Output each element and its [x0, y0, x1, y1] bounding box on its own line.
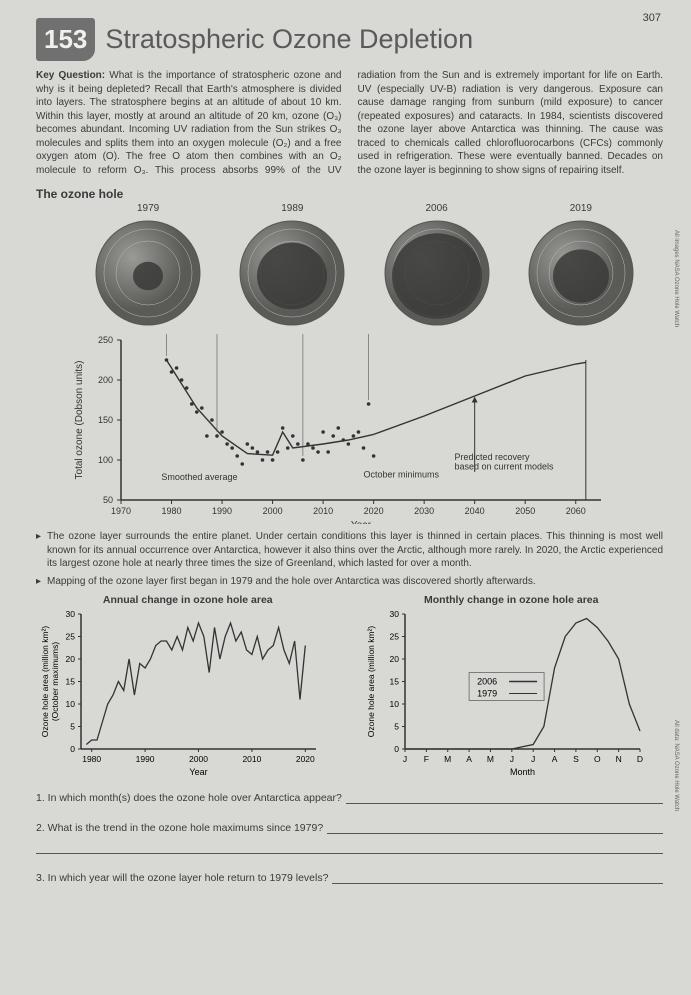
svg-text:25: 25 [389, 632, 399, 642]
answer-line[interactable] [332, 872, 663, 884]
svg-text:1990: 1990 [212, 506, 232, 516]
page-title: Stratospheric Ozone Depletion [105, 24, 473, 55]
svg-text:Month: Month [509, 767, 534, 777]
page-number: 307 [643, 12, 661, 24]
key-question-label: Key Question: [36, 70, 105, 81]
q3: 3. In which year will the ozone layer ho… [36, 872, 328, 884]
svg-text:2030: 2030 [414, 506, 434, 516]
answer-line[interactable] [36, 842, 663, 854]
svg-text:5: 5 [394, 722, 399, 732]
globe-year: 2019 [570, 203, 592, 214]
annual-chart-title: Annual change in ozone hole area [36, 594, 340, 606]
svg-text:0: 0 [394, 744, 399, 754]
svg-text:Ozone hole area (million km²): Ozone hole area (million km²) [366, 626, 376, 738]
intro-paragraph: Key Question: What is the importance of … [36, 69, 663, 177]
svg-text:2006: 2006 [477, 677, 497, 687]
svg-text:(October maximums): (October maximums) [50, 642, 60, 722]
svg-text:2000: 2000 [189, 754, 208, 764]
svg-text:D: D [636, 754, 642, 764]
svg-text:20: 20 [389, 654, 399, 664]
svg-text:Ozone hole area (million km²): Ozone hole area (million km²) [40, 626, 50, 738]
svg-text:2010: 2010 [313, 506, 333, 516]
svg-text:J: J [531, 754, 535, 764]
questions: 1. In which month(s) does the ozone hole… [36, 792, 663, 884]
data-credit: All data: NASA Ozone Hole Watch [673, 720, 679, 811]
monthly-chart-title: Monthly change in ozone hole area [360, 594, 664, 606]
globe-icon [237, 218, 347, 328]
svg-text:Predicted recovery: Predicted recovery [454, 452, 530, 462]
bullet-text: Mapping of the ozone layer first began i… [47, 575, 536, 589]
svg-text:O: O [593, 754, 600, 764]
svg-text:F: F [423, 754, 428, 764]
svg-text:30: 30 [66, 609, 76, 619]
answer-line[interactable] [327, 822, 663, 834]
svg-text:October minimums: October minimums [364, 470, 440, 480]
bullets: ▸The ozone layer surrounds the entire pl… [36, 530, 663, 588]
svg-text:25: 25 [66, 632, 76, 642]
header: 153 Stratospheric Ozone Depletion [36, 18, 663, 61]
q2: 2. What is the trend in the ozone hole m… [36, 822, 323, 834]
svg-text:1970: 1970 [111, 506, 131, 516]
svg-text:N: N [615, 754, 621, 764]
image-credit: All images NASA Ozone Hole Watch [673, 230, 679, 327]
bullet-text: The ozone layer surrounds the entire pla… [47, 530, 663, 571]
q1: 1. In which month(s) does the ozone hole… [36, 792, 342, 804]
svg-text:50: 50 [103, 495, 113, 505]
svg-text:10: 10 [66, 699, 76, 709]
svg-text:Smoothed average: Smoothed average [161, 472, 237, 482]
sub-charts: Annual change in ozone hole area 0 5 10 15 2… [36, 594, 663, 778]
svg-text:1990: 1990 [136, 754, 155, 764]
bullet-icon: ▸ [36, 575, 41, 589]
svg-text:200: 200 [98, 375, 113, 385]
svg-text:M: M [444, 754, 451, 764]
globe-year: 2006 [426, 203, 448, 214]
globes-row: 1979 1989 2006 2019 [76, 203, 653, 328]
svg-text:2040: 2040 [465, 506, 485, 516]
svg-text:150: 150 [98, 415, 113, 425]
svg-text:Total ozone (Dobson units): Total ozone (Dobson units) [74, 361, 85, 480]
svg-text:Year: Year [189, 767, 207, 777]
svg-text:0: 0 [70, 744, 75, 754]
svg-text:1980: 1980 [162, 506, 182, 516]
svg-text:J: J [402, 754, 406, 764]
svg-text:2020: 2020 [364, 506, 384, 516]
svg-text:15: 15 [389, 677, 399, 687]
annual-chart: Annual change in ozone hole area 0 5 10 15 2… [36, 594, 340, 778]
globe-year: 1989 [281, 203, 303, 214]
svg-text:based on current models: based on current models [454, 462, 554, 472]
globe-icon [93, 218, 203, 328]
svg-text:S: S [573, 754, 579, 764]
svg-text:M: M [486, 754, 493, 764]
svg-text:J: J [509, 754, 513, 764]
globe-icon [382, 218, 492, 328]
svg-text:30: 30 [389, 609, 399, 619]
svg-text:5: 5 [70, 722, 75, 732]
main-ozone-chart: 50 100 150 200 250 1970 1980 1990 2000 2010 2020 20… [66, 334, 663, 524]
svg-text:2000: 2000 [263, 506, 283, 516]
svg-text:2050: 2050 [515, 506, 535, 516]
svg-text:A: A [551, 754, 557, 764]
bullet-icon: ▸ [36, 530, 41, 571]
svg-text:1979: 1979 [477, 689, 497, 699]
svg-text:20: 20 [66, 654, 76, 664]
svg-text:100: 100 [98, 455, 113, 465]
ozone-hole-title: The ozone hole [36, 187, 663, 201]
svg-text:15: 15 [66, 677, 76, 687]
answer-line[interactable] [346, 792, 663, 804]
svg-text:Year: Year [351, 520, 372, 524]
svg-text:10: 10 [389, 699, 399, 709]
globe-year: 1979 [137, 203, 159, 214]
svg-text:250: 250 [98, 335, 113, 345]
intro-text: What is the importance of stratospheric … [36, 70, 663, 176]
svg-text:2010: 2010 [242, 754, 261, 764]
svg-text:2020: 2020 [296, 754, 315, 764]
svg-text:2060: 2060 [566, 506, 586, 516]
svg-text:A: A [466, 754, 472, 764]
monthly-chart: Monthly change in ozone hole area 0 5 10 15… [360, 594, 664, 778]
svg-text:1980: 1980 [82, 754, 101, 764]
globe-icon [526, 218, 636, 328]
topic-number-badge: 153 [36, 18, 95, 61]
